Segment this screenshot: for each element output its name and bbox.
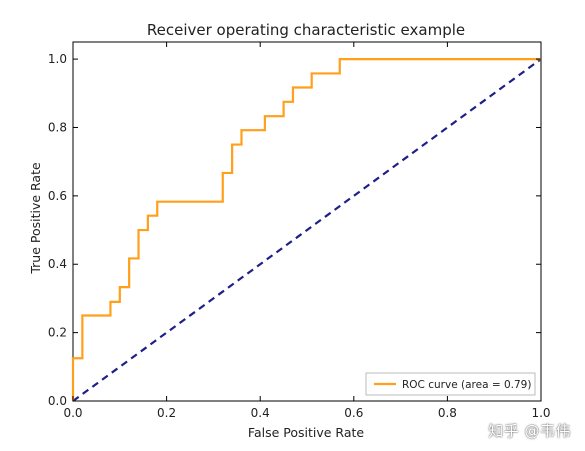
- y-tick-label: 0.4: [48, 257, 67, 271]
- legend-label-roc: ROC curve (area = 0.79): [402, 379, 531, 391]
- y-tick-label: 0.6: [48, 189, 67, 203]
- y-axis-label: True Positive Rate: [28, 162, 43, 275]
- x-tick-label: 0.0: [63, 406, 82, 420]
- plot-frame: [72, 41, 542, 402]
- legend-box: [365, 372, 536, 396]
- y-tick-label: 0.0: [48, 394, 67, 408]
- y-tick-label: 0.2: [48, 326, 67, 340]
- diagonal-reference-line: [72, 58, 542, 402]
- legend: ROC curve (area = 0.79): [365, 372, 536, 396]
- watermark: 知乎 @韦伟: [488, 422, 571, 440]
- x-tick-label: 0.2: [157, 406, 176, 420]
- chart-title: Receiver operating characteristic exampl…: [147, 21, 465, 39]
- x-tick-label: 0.8: [438, 406, 457, 420]
- y-tick-label: 0.8: [48, 120, 67, 134]
- x-tick-label: 0.6: [344, 406, 363, 420]
- x-axis-label: False Positive Rate: [248, 425, 364, 440]
- x-tick-label: 1.0: [531, 406, 550, 420]
- y-tick-label: 1.0: [48, 52, 67, 66]
- plot-area: [71, 41, 542, 402]
- x-axis-ticks: 0.0 0.2 0.4 0.6 0.8 1.0: [63, 42, 551, 420]
- x-tick-label: 0.4: [251, 406, 270, 420]
- roc-curve-line: [71, 57, 541, 401]
- y-axis-ticks: 0.0 0.2 0.4 0.6 0.8 1.0: [48, 52, 541, 408]
